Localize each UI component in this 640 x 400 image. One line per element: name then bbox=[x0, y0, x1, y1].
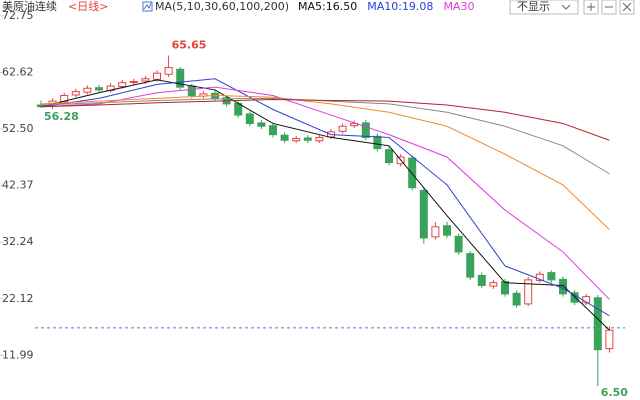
candle-body bbox=[95, 87, 103, 91]
plus-icon bbox=[587, 3, 595, 11]
ma-line bbox=[40, 98, 610, 141]
candle-body bbox=[535, 273, 544, 281]
candle-body bbox=[303, 137, 312, 141]
candle-body bbox=[512, 292, 521, 306]
annotation: 56.28 bbox=[44, 110, 79, 123]
y-tick-label: 32.24 bbox=[2, 235, 34, 248]
candle-body bbox=[477, 274, 486, 286]
candle-body bbox=[315, 136, 324, 142]
candle-body bbox=[60, 95, 69, 103]
candle-body bbox=[338, 125, 347, 132]
annotation: 6.50 bbox=[601, 386, 628, 399]
candle-body bbox=[559, 278, 567, 295]
candle-body bbox=[129, 81, 138, 84]
y-tick-label: 72.75 bbox=[2, 9, 34, 22]
candle-body bbox=[431, 226, 440, 238]
chart-title: 美原油连续 bbox=[2, 0, 57, 13]
plot: 72.75 62.62 52.50 42.37 32.24 22.12 11.99 65.65… bbox=[0, 9, 628, 399]
candle-body bbox=[466, 253, 475, 278]
candle-body bbox=[524, 279, 533, 305]
y-tick-label: 52.50 bbox=[2, 122, 34, 135]
candle-body bbox=[605, 329, 614, 350]
candle-body bbox=[269, 125, 277, 136]
candle-body bbox=[373, 135, 382, 150]
candle-body bbox=[176, 68, 185, 88]
header: 美原油连续 <日线> MA(5,10,30,60,100,200) 不显示 MA… bbox=[2, 0, 635, 15]
candle-body bbox=[245, 113, 254, 124]
candle-body bbox=[385, 149, 393, 164]
legend-entry: MA30 bbox=[443, 0, 474, 13]
candle-body bbox=[280, 134, 289, 141]
dropdown[interactable] bbox=[509, 0, 579, 15]
candle-body bbox=[454, 235, 463, 253]
candle-body bbox=[71, 91, 80, 96]
candle-body bbox=[153, 72, 161, 80]
y-tick-label: 62.62 bbox=[2, 66, 34, 79]
y-tick-label: 22.12 bbox=[2, 292, 34, 305]
legend-entry: MA10:19.08 bbox=[367, 0, 433, 13]
candle-body bbox=[118, 82, 127, 88]
candle-body bbox=[443, 225, 451, 236]
annotation: 65.65 bbox=[172, 39, 207, 52]
ma-line bbox=[40, 97, 610, 175]
candle-body bbox=[408, 157, 417, 189]
candle-body bbox=[489, 282, 498, 287]
legend-title: MA(5,10,30,60,100,200) bbox=[155, 0, 289, 13]
dropdown-label: 不显示 bbox=[517, 0, 550, 13]
candle-body bbox=[547, 272, 556, 281]
ma-line bbox=[40, 95, 610, 230]
ma-line bbox=[40, 79, 610, 331]
candle-body bbox=[419, 190, 428, 239]
candle-body bbox=[141, 78, 150, 82]
close-icon bbox=[622, 2, 632, 12]
candle-body bbox=[83, 87, 92, 93]
candle-body bbox=[257, 122, 266, 127]
candle-body bbox=[501, 281, 509, 295]
y-tick-label: 42.37 bbox=[2, 179, 34, 192]
candle-body bbox=[187, 85, 196, 97]
period: <日线> bbox=[68, 0, 108, 13]
candle-body bbox=[593, 297, 602, 351]
candle-body bbox=[164, 67, 173, 75]
legend-icon bbox=[142, 1, 153, 12]
candle-body bbox=[292, 138, 301, 142]
y-tick-label: 11.99 bbox=[2, 348, 34, 361]
legend-entry: MA5:16.50 bbox=[298, 0, 357, 13]
ma-line bbox=[40, 86, 610, 300]
dropdown-arrow bbox=[561, 4, 571, 10]
legend-icon bbox=[143, 2, 152, 10]
candle-body bbox=[361, 122, 370, 138]
ma-line bbox=[40, 78, 610, 317]
